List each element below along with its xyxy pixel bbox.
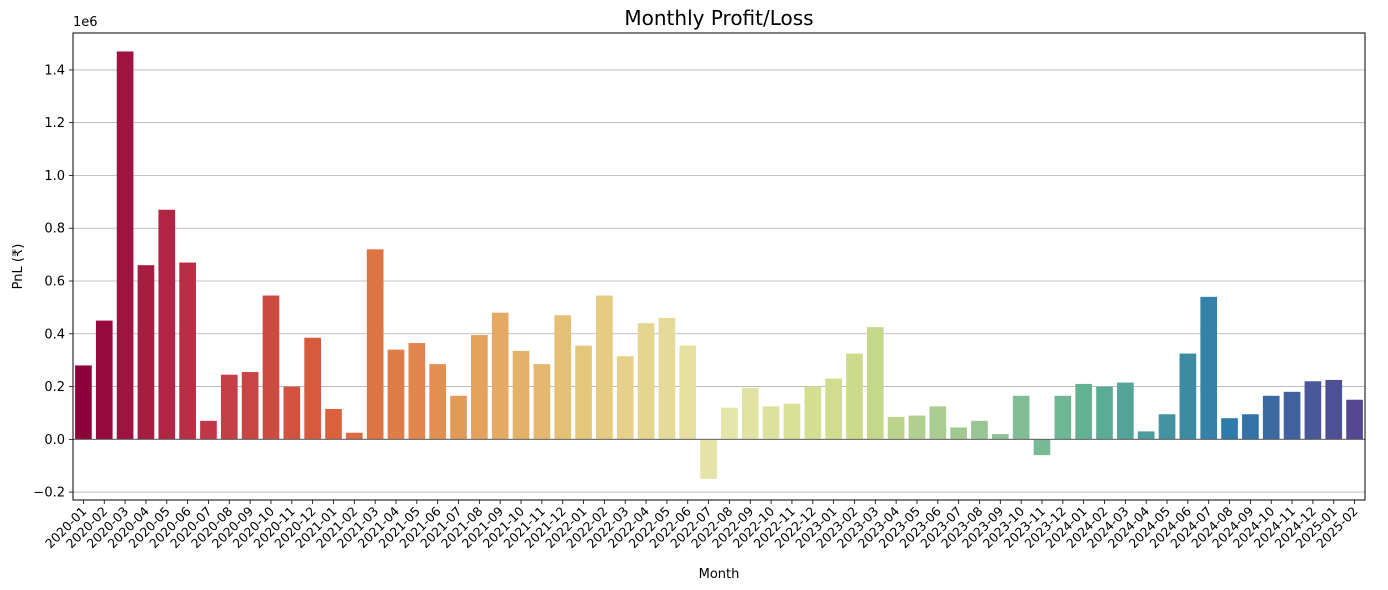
bar: [1262, 395, 1280, 440]
x-axis-ticks: 2020-012020-022020-032020-042020-052020-…: [42, 500, 1361, 551]
bar: [1242, 414, 1259, 440]
bar: [1325, 379, 1343, 440]
bar: [1346, 399, 1363, 440]
bar: [1179, 353, 1197, 440]
y-tick-label: 0.8: [44, 222, 65, 237]
y-tick-label: 0.2: [44, 380, 65, 395]
bar: [283, 386, 301, 440]
bar: [866, 327, 884, 440]
bar: [721, 407, 738, 440]
bar: [637, 323, 655, 440]
bar: [804, 386, 822, 440]
y-axis-label: PnL (₹): [11, 244, 26, 290]
y-tick-label: 1.0: [44, 169, 65, 184]
bar: [950, 427, 967, 440]
bar: [1158, 414, 1176, 440]
y-tick-label: 0.0: [44, 433, 65, 448]
y-axis-offset-label: 1e6: [73, 15, 98, 30]
bar: [262, 295, 280, 440]
bar: [533, 364, 551, 440]
bar: [658, 317, 676, 440]
bar: [1304, 381, 1322, 440]
bar: [825, 378, 842, 440]
bar: [554, 315, 572, 440]
bar: [1200, 296, 1218, 440]
bar: [971, 420, 988, 440]
bar: [991, 434, 1009, 440]
y-axis-ticks: −0.2 0.0 0.2 0.4 0.6 0.8 1.0 1.2 1.4: [33, 63, 73, 501]
bar: [158, 209, 176, 440]
y-tick-label: 0.4: [44, 327, 65, 342]
bar: [700, 439, 717, 479]
bar: [679, 345, 697, 440]
bar: [220, 374, 238, 440]
bar: [429, 364, 447, 440]
bar: [241, 372, 259, 440]
bar: [1137, 431, 1155, 440]
bar: [137, 265, 155, 440]
bar: [887, 416, 905, 440]
bar: [179, 262, 196, 440]
bar: [95, 320, 113, 440]
bar: [387, 349, 405, 440]
bar: [762, 406, 780, 440]
bar: [616, 356, 634, 440]
bar: [75, 365, 92, 440]
bar: [471, 335, 488, 440]
bar: [1075, 383, 1093, 440]
bar: [1096, 386, 1113, 440]
bar: [908, 415, 926, 440]
bars: [75, 51, 1363, 479]
bar: [783, 403, 801, 440]
bar: [575, 345, 592, 440]
bar: [1012, 395, 1030, 440]
bar: [366, 249, 384, 440]
x-axis-label: Month: [699, 567, 740, 582]
chart-title: Monthly Profit/Loss: [624, 6, 813, 30]
bar: [1033, 439, 1051, 456]
bar: [1283, 391, 1301, 440]
bar: [596, 295, 613, 440]
bar: [200, 420, 217, 440]
y-tick-label: −0.2: [33, 486, 65, 501]
plot-frame: [72, 32, 1366, 501]
bar: [304, 337, 321, 440]
bar: [512, 350, 530, 440]
bar: [325, 408, 342, 440]
bar: [741, 387, 759, 440]
bar: [491, 312, 509, 440]
y-tick-label: 0.6: [44, 275, 65, 290]
bar: [846, 353, 863, 440]
bar: [1221, 418, 1238, 440]
bar: [929, 406, 947, 440]
bar: [1117, 382, 1134, 440]
bar: [345, 432, 363, 440]
bar: [116, 51, 134, 440]
y-tick-label: 1.2: [44, 116, 65, 131]
bar: [450, 395, 467, 440]
bar: [408, 343, 426, 440]
bar: [1054, 395, 1072, 440]
y-tick-label: 1.4: [44, 63, 65, 78]
